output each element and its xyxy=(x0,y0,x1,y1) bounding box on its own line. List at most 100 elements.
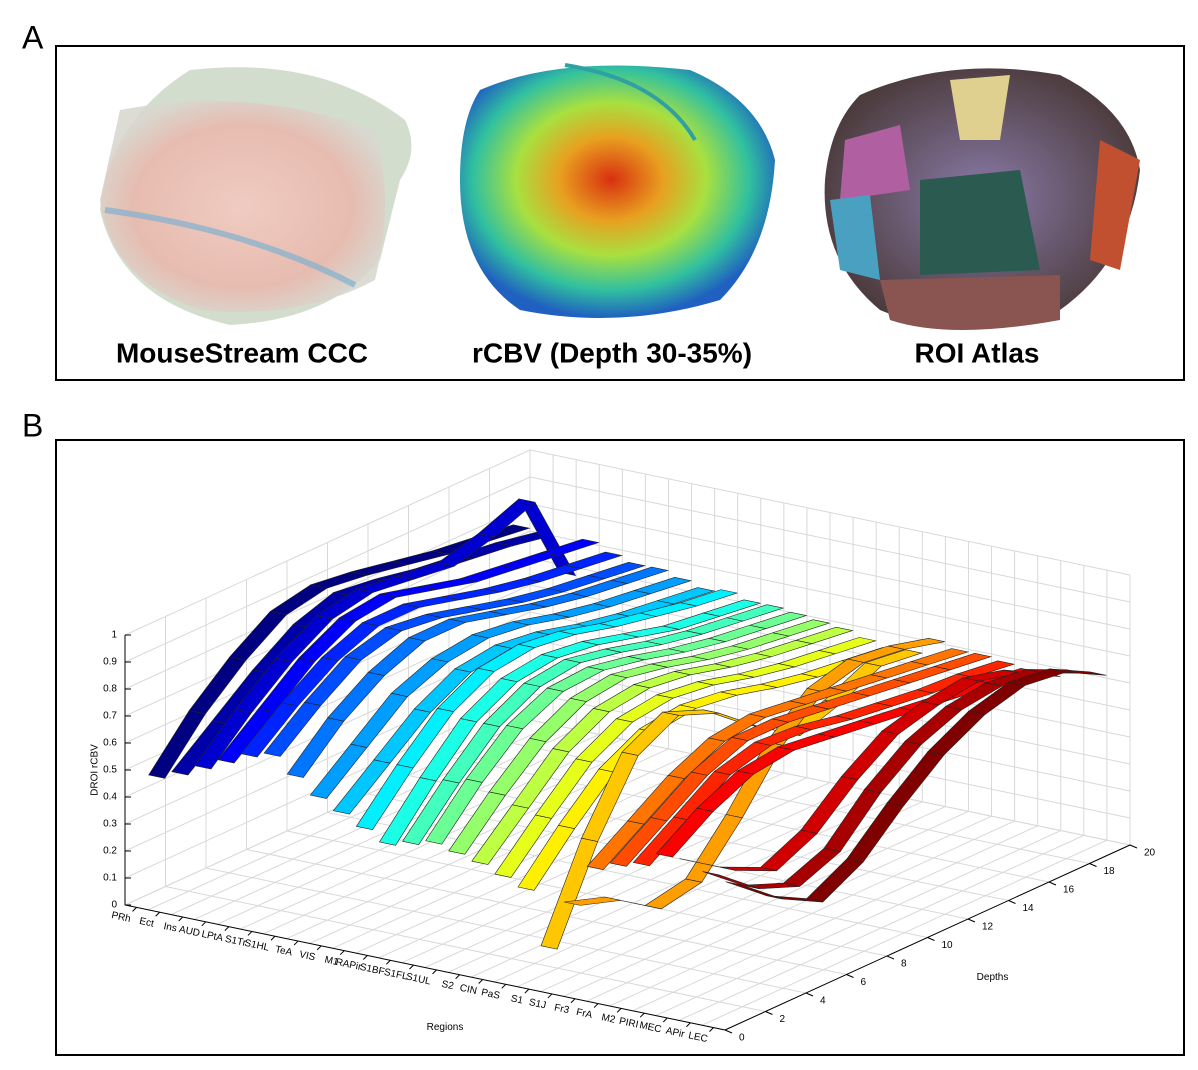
x-tick-label: S2 xyxy=(440,979,455,992)
z-tick-label: 0.1 xyxy=(103,873,117,884)
x-tick-label: FrA xyxy=(575,1007,593,1021)
z-tick-label: 0.5 xyxy=(103,765,117,776)
y-axis-label: Depths xyxy=(977,972,1009,983)
z-tick-label: 0.6 xyxy=(103,738,117,749)
tick-mark xyxy=(386,959,391,965)
tick-mark xyxy=(886,955,895,960)
x-tick-label: S1HL xyxy=(243,938,270,954)
panel-label: A xyxy=(22,19,44,55)
tick-mark xyxy=(455,974,460,980)
tick-mark xyxy=(593,1003,599,1008)
ribbon-segment xyxy=(309,743,368,799)
tick-mark xyxy=(178,916,184,922)
z-tick-label: 0 xyxy=(111,900,117,911)
x-tick-label: S1 xyxy=(510,993,525,1006)
ribbon-segment xyxy=(586,820,645,871)
ribbon-segment xyxy=(609,817,668,867)
ribbon-segment xyxy=(471,621,531,639)
x-tick-label: AUD xyxy=(178,924,201,939)
ribbon-segment xyxy=(760,673,818,688)
ribbon-segment xyxy=(286,717,345,778)
ribbon-segment xyxy=(355,764,414,831)
ribbon-segment xyxy=(471,804,529,865)
z-tick-label: 0.7 xyxy=(103,711,117,722)
ribbon-segment xyxy=(655,807,714,858)
tick-mark xyxy=(1048,881,1057,886)
ribbon-segment xyxy=(678,691,738,709)
x-tick-label: APir xyxy=(665,1026,686,1041)
x-tick-label: LPtA xyxy=(200,929,224,944)
tick-mark xyxy=(967,918,976,923)
y-tick-label: 12 xyxy=(982,922,994,933)
panel-label: B xyxy=(22,407,43,443)
rcbv-render xyxy=(460,63,775,318)
tick-mark xyxy=(524,988,530,994)
x-tick-label: MEC xyxy=(638,1020,662,1035)
grid-line xyxy=(447,786,854,973)
grid-line xyxy=(701,839,1108,1026)
y-tick-label: 0 xyxy=(739,1033,745,1044)
tick-mark xyxy=(224,926,230,931)
ribbon-segment xyxy=(194,709,253,770)
x-tick-label: S1J xyxy=(528,997,547,1011)
ribbon-segment xyxy=(679,858,737,871)
tick-mark xyxy=(1129,844,1138,849)
x-axis xyxy=(124,904,726,1031)
x-tick-label: PIRI xyxy=(618,1016,639,1031)
x-tick-label: Ect xyxy=(138,916,155,930)
tick-mark xyxy=(709,1027,714,1032)
ribbon-segment xyxy=(517,824,576,891)
brain-render xyxy=(100,67,412,325)
z-tick-label: 0.2 xyxy=(103,846,117,857)
tick-mark xyxy=(155,911,160,917)
x-tick-label: VIS xyxy=(298,949,316,963)
grid-line xyxy=(632,825,1038,1012)
x-tick-label: M2 xyxy=(600,1012,616,1026)
x-tick-label: Fr3 xyxy=(553,1002,570,1016)
panel-frame xyxy=(55,45,1185,381)
z-tick-label: 0.8 xyxy=(103,684,117,695)
tick-mark xyxy=(501,983,507,989)
x-tick-label: S1FL xyxy=(383,967,409,983)
x-tick-label: RAPir xyxy=(335,957,363,973)
y-tick-label: 10 xyxy=(942,940,954,951)
ribbon-segment xyxy=(148,710,206,779)
ribbon-segment xyxy=(633,577,693,595)
tick-mark xyxy=(765,1011,773,1015)
x-tick-label: M1 xyxy=(323,955,339,969)
caption: ROI Atlas xyxy=(915,337,1040,368)
atlas-render xyxy=(824,68,1140,330)
grid-line xyxy=(609,820,1015,1007)
grid-line xyxy=(655,830,1061,1017)
ribbon-segment xyxy=(655,681,715,699)
ribbon-segment xyxy=(494,814,553,878)
tick-mark xyxy=(662,1017,668,1023)
tick-mark xyxy=(339,950,345,956)
y-tick-label: 8 xyxy=(901,959,907,970)
tick-mark xyxy=(616,1008,622,1013)
ribbon-plot: 00.10.20.30.40.50.60.70.80.9102468101214… xyxy=(90,449,1156,1045)
z-tick-label: 0.3 xyxy=(103,819,117,830)
x-tick-label: PaS xyxy=(480,987,501,1002)
z-tick-label: 0.4 xyxy=(103,792,117,803)
tick-mark xyxy=(1008,900,1016,904)
x-axis-label: Regions xyxy=(427,1022,464,1033)
tick-mark xyxy=(686,1022,691,1028)
tick-mark xyxy=(270,935,276,941)
ribbon-segment xyxy=(725,881,783,900)
grid-line xyxy=(678,834,1085,1021)
grid-line xyxy=(124,719,531,906)
x-tick-label: TeA xyxy=(274,944,293,958)
tick-mark xyxy=(293,940,299,946)
x-tick-label: S1UL xyxy=(405,971,432,987)
ribbon-segment xyxy=(448,791,506,855)
y-tick-label: 14 xyxy=(1023,903,1035,914)
x-tick-label: LEC xyxy=(687,1030,708,1045)
y-tick-label: 2 xyxy=(780,1014,786,1025)
x-tick-label: S1Tr xyxy=(224,934,248,949)
tick-mark xyxy=(846,974,854,978)
x-tick-label: PRh xyxy=(110,910,131,925)
ribbon-segment xyxy=(702,871,760,890)
z-tick-label: 0.9 xyxy=(103,657,117,668)
caption: MouseStream CCC xyxy=(116,337,368,368)
